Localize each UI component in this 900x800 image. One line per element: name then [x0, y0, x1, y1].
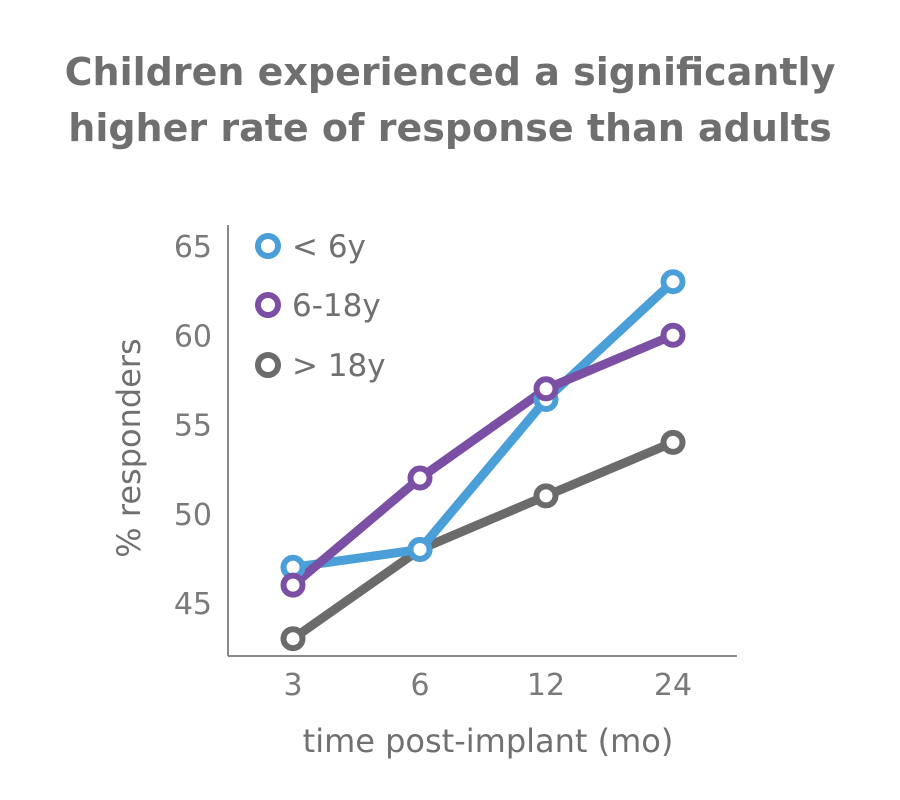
- chart-axes: 45 50 55 60 65 3 6 12 24: [174, 225, 737, 703]
- data-point: [660, 322, 686, 348]
- legend-label: < 6y: [292, 229, 366, 265]
- series-line: [288, 437, 678, 644]
- y-tick-label: 60: [174, 319, 212, 354]
- series-line: [288, 330, 678, 590]
- legend-label: 6-18y: [292, 288, 381, 324]
- legend-label: > 18y: [292, 348, 386, 384]
- y-tick-label: 55: [174, 409, 212, 444]
- legend-marker: [255, 352, 281, 378]
- x-tick-label: 6: [410, 668, 429, 703]
- y-axis-label: % responders: [110, 338, 148, 557]
- chart-legend: < 6y 6-18y > 18y: [255, 229, 386, 384]
- chart-title-line-2: higher rate of response than adults: [68, 106, 832, 150]
- legend-marker: [255, 292, 281, 318]
- legend-item: < 6y: [255, 229, 366, 265]
- x-tick-label: 12: [527, 668, 565, 703]
- y-tick-label: 50: [174, 498, 212, 533]
- legend-item: > 18y: [255, 348, 386, 384]
- data-point: [533, 483, 559, 509]
- x-axis-label: time post-implant (mo): [303, 722, 674, 760]
- data-point: [533, 376, 559, 402]
- legend-item: 6-18y: [255, 288, 381, 324]
- chart-title-line-1: Children experienced a significantly: [64, 50, 836, 94]
- chart-title: Children experienced a significantly hig…: [0, 44, 900, 156]
- y-tick-label: 45: [174, 587, 212, 622]
- data-point: [280, 626, 306, 652]
- legend-marker: [255, 233, 281, 259]
- data-point: [660, 429, 686, 455]
- x-tick-label: 3: [283, 668, 302, 703]
- data-point: [280, 572, 306, 598]
- chart-series-lines: [280, 269, 686, 652]
- data-point: [407, 536, 433, 562]
- x-tick-label: 24: [654, 668, 692, 703]
- y-tick-label: 65: [174, 230, 212, 265]
- data-point: [407, 465, 433, 491]
- series-line: [288, 277, 678, 572]
- data-point: [660, 269, 686, 295]
